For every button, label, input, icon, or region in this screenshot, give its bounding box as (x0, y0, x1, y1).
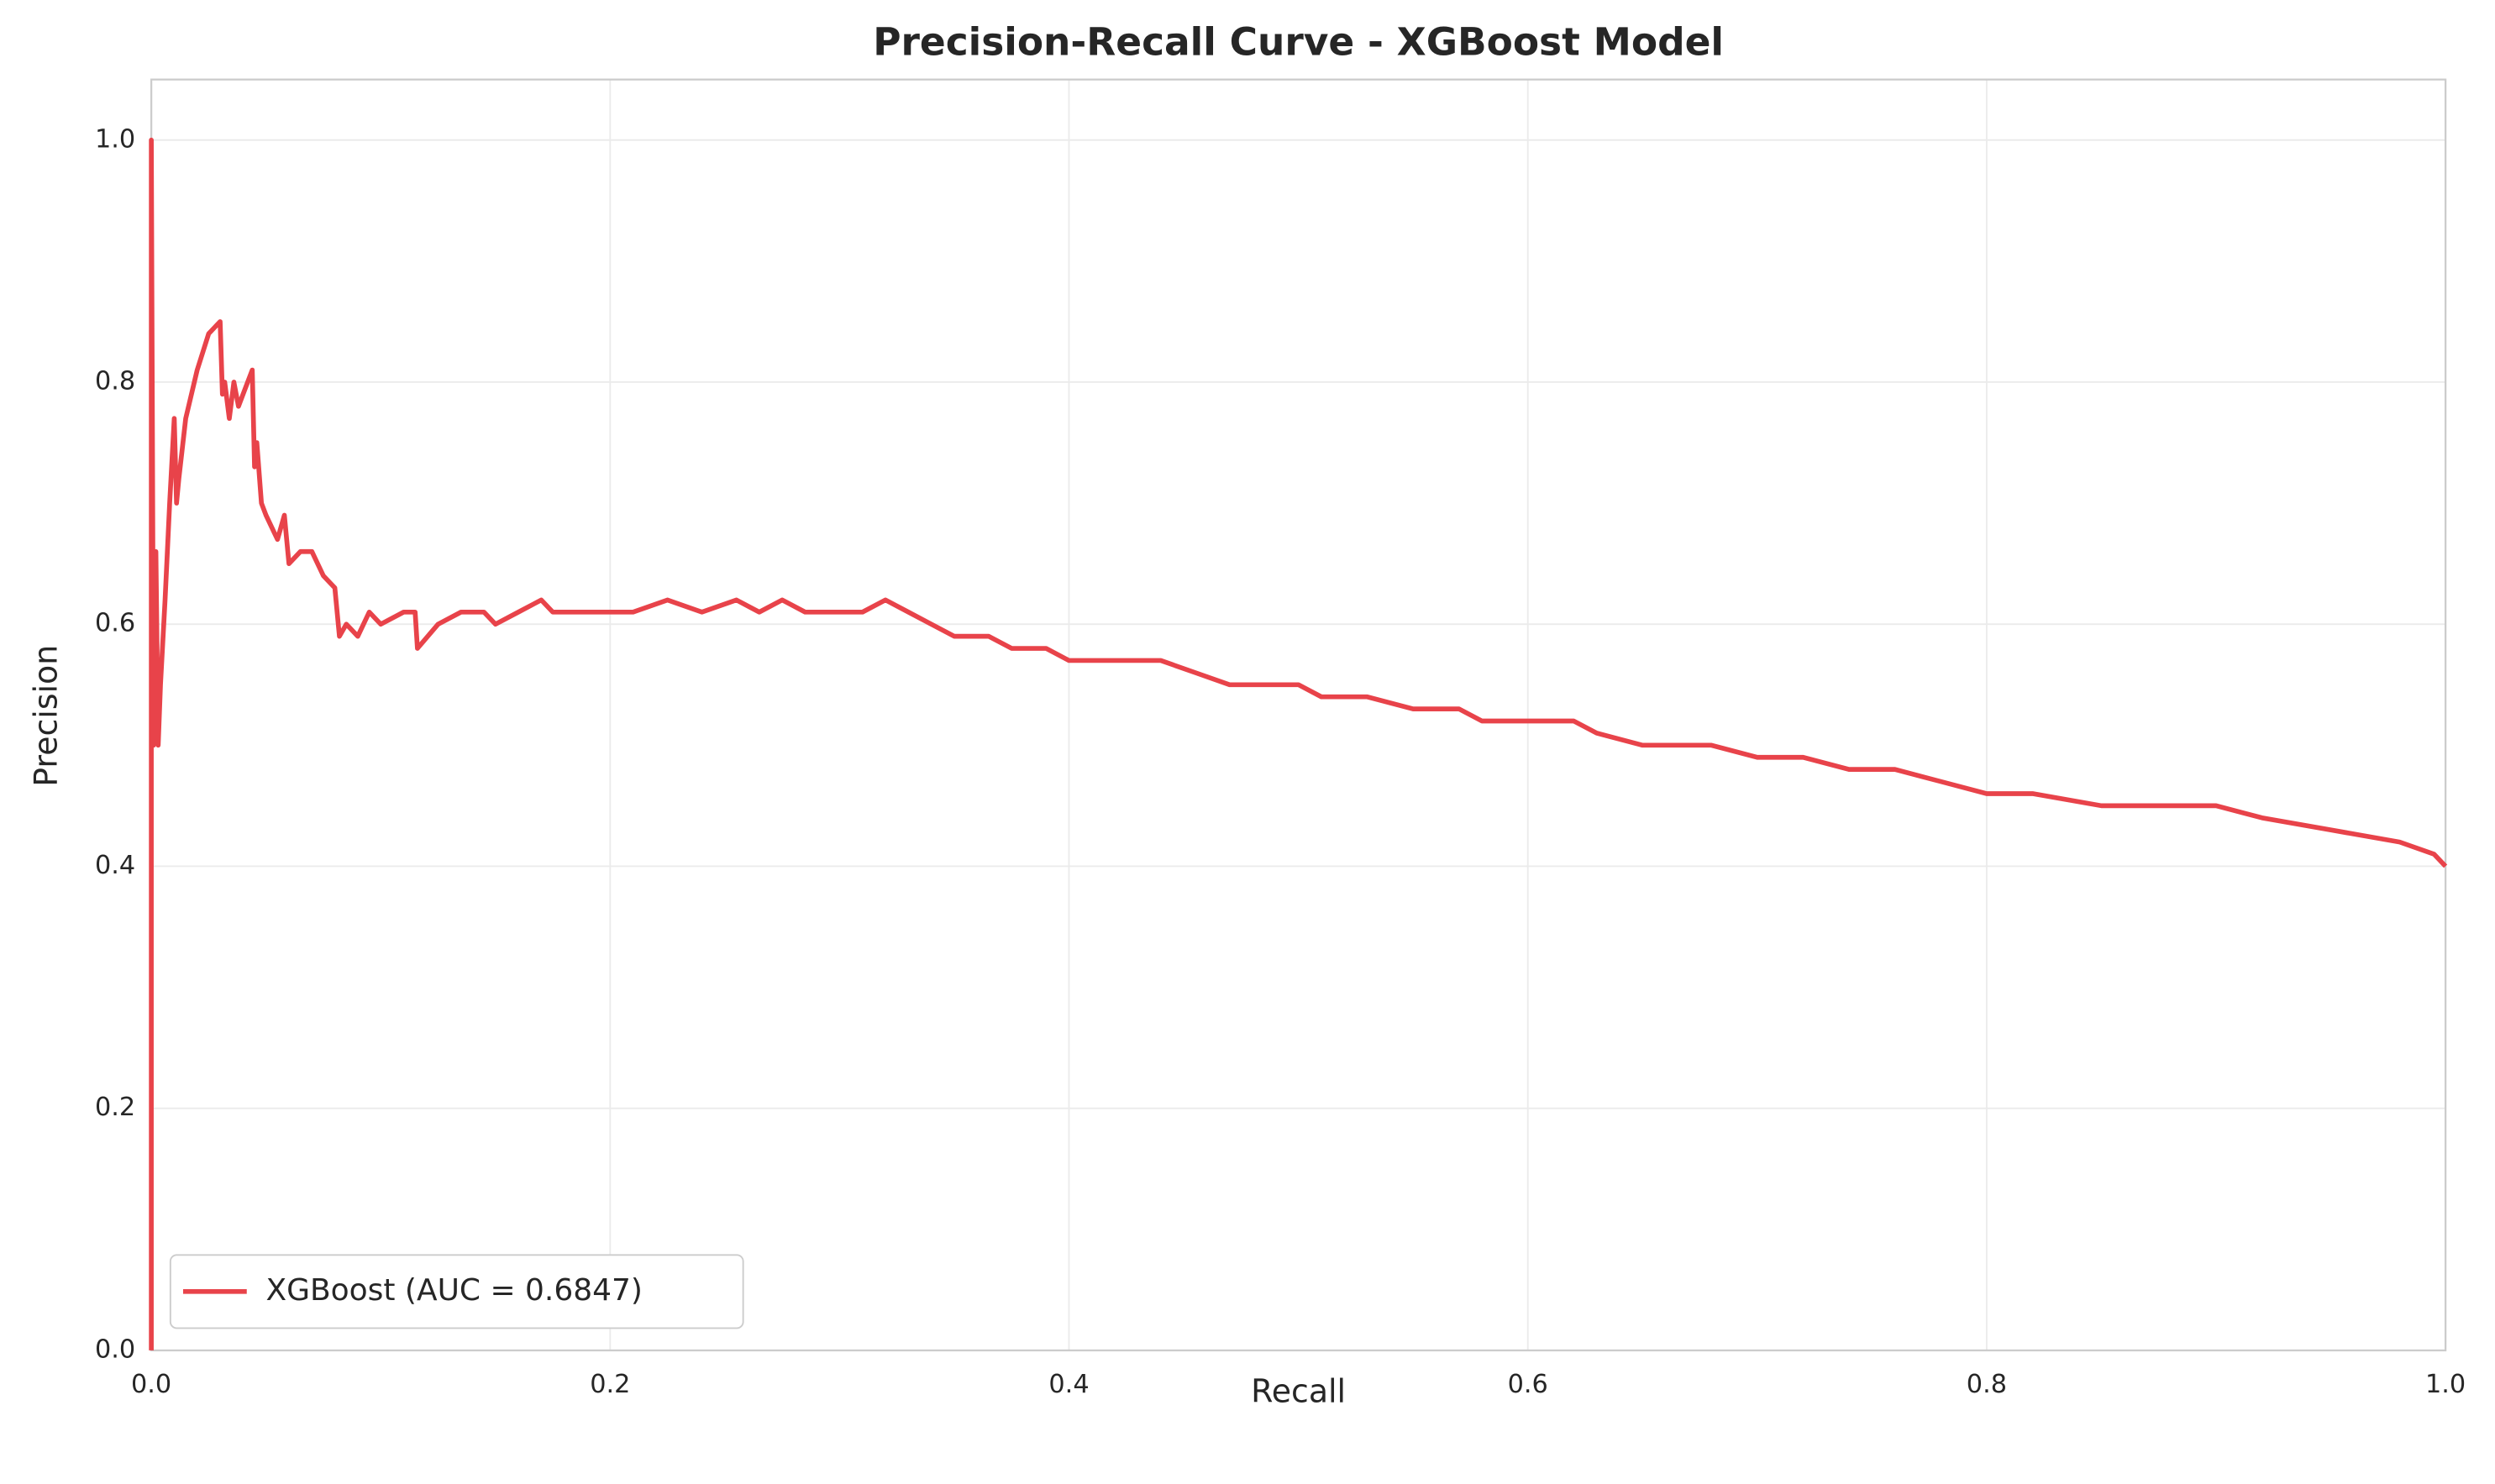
y-tick-label: 1.0 (95, 124, 135, 154)
x-tick-label: 0.8 (1967, 1370, 2007, 1399)
x-tick-label: 0.4 (1048, 1370, 1089, 1399)
y-tick-label: 0.0 (95, 1335, 135, 1364)
y-tick-label: 0.8 (95, 366, 135, 396)
x-tick-label: 0.0 (131, 1370, 171, 1399)
y-tick-label: 0.4 (95, 851, 135, 880)
pr-curve (149, 137, 2448, 1350)
x-tick-label: 0.2 (590, 1370, 630, 1399)
legend-box (169, 1254, 744, 1329)
y-tick-label: 0.6 (95, 609, 135, 638)
y-axis-label: Precision (28, 645, 65, 787)
y-tick-label: 0.2 (95, 1093, 135, 1122)
x-axis-label: Recall (1251, 1373, 1346, 1410)
x-tick-label: 1.0 (2425, 1370, 2466, 1399)
x-tick-label: 0.6 (1508, 1370, 1548, 1399)
chart-title: Precision-Recall Curve - XGBoost Model (873, 20, 1724, 65)
legend-label: XGBoost (AUC = 0.6847) (265, 1273, 642, 1308)
